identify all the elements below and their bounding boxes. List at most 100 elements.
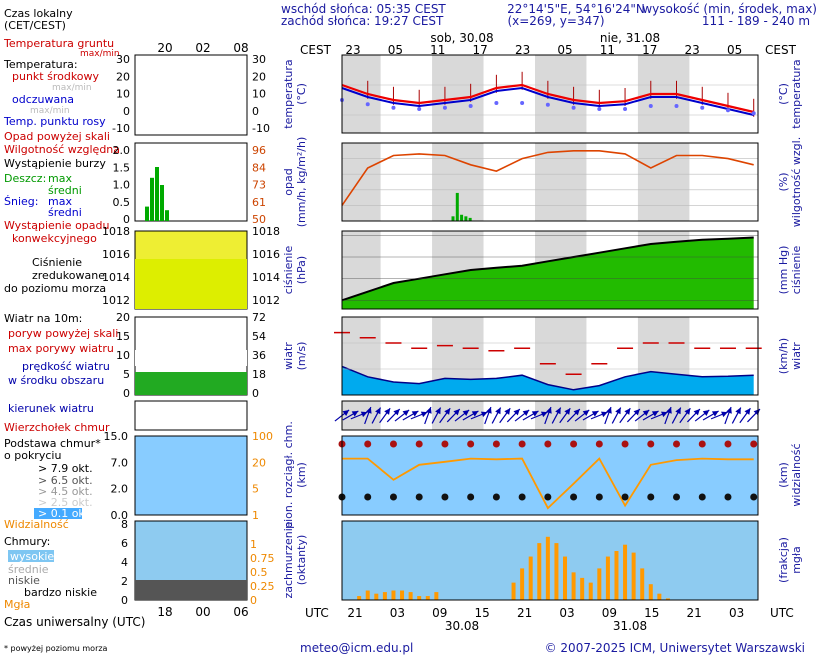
night-band	[342, 143, 381, 221]
legend-low: niskie	[8, 574, 40, 587]
legend-cb-tick-left: 0.0	[111, 509, 129, 522]
wind-arrow	[514, 409, 530, 422]
wind-arrow-head	[375, 407, 381, 415]
clouds-axis-right: mgła	[790, 546, 803, 574]
wind-area	[342, 366, 754, 395]
wind-arrow	[574, 409, 590, 422]
legend-press-tick-left: 1012	[102, 294, 130, 307]
wind-arrow-head	[642, 409, 650, 417]
height-values: 111 - 189 - 240 m	[702, 14, 810, 28]
legend-precip-tick-left: 1.5	[113, 161, 131, 174]
wind-arrow-head	[411, 411, 419, 417]
cloud-top-dot	[492, 440, 500, 448]
wind-arrow-head	[513, 409, 520, 416]
cloud-top-dot	[415, 440, 423, 448]
legend-precip-tick-right: 50	[252, 213, 266, 226]
dew-point	[700, 105, 705, 110]
legend-wind-tick-right: 54	[252, 330, 266, 343]
legend-high-bg	[8, 550, 54, 562]
legend-wind-tick-left: 20	[116, 311, 130, 324]
legend-cl-tick-right: 0	[250, 594, 257, 607]
date-bottom-1: 30.08	[445, 619, 479, 633]
fog-bar	[580, 577, 585, 600]
cest-hour-label: 05	[727, 43, 742, 57]
wind-arrow-head	[661, 411, 668, 418]
wind-arrow-head	[651, 411, 659, 417]
wind-arrow	[634, 409, 650, 422]
legend-panel-3	[134, 400, 248, 431]
fog-bar	[657, 593, 662, 600]
wind-arrow	[350, 411, 368, 420]
dew-point	[520, 101, 525, 105]
legend-cb-tick-right: 5	[252, 483, 259, 496]
temp-axis-left: temperatura	[282, 59, 295, 128]
wind-arrow-head	[360, 411, 368, 418]
dew-point	[545, 102, 550, 107]
cloud-top-dot	[724, 440, 732, 448]
wind-arrow	[484, 406, 492, 425]
wind-arrow	[371, 407, 382, 424]
sunrise-text: wschód słońca: 05:35 CEST	[281, 2, 446, 16]
utc-label-left: UTC	[305, 606, 329, 620]
legend-rain: Deszcz:	[4, 172, 46, 185]
wind-arrow-head	[615, 407, 621, 415]
humidity-line	[341, 150, 754, 206]
wind-arrow-head	[393, 409, 400, 416]
wind-arrow	[619, 407, 631, 424]
fog-bar	[571, 572, 576, 600]
legend-top-hour: 02	[195, 41, 210, 55]
legend-feels: odczuwana	[12, 93, 74, 106]
clouds-axis-left: zachmurzenie	[282, 521, 295, 598]
legend-wind-tick-right: 72	[252, 311, 266, 324]
fog-bar	[640, 568, 645, 600]
wind-arrow-head	[633, 409, 640, 416]
legend-snow-avg: średni	[48, 206, 82, 219]
wind-arrow	[626, 408, 641, 423]
night-band	[534, 317, 587, 395]
legend-rain-max: max	[48, 172, 72, 185]
legend-press-fill	[135, 259, 247, 309]
wind-arrow	[724, 406, 732, 425]
cloud-top-dot	[441, 440, 449, 448]
legend-okt45: > 4.5 okt.	[38, 485, 93, 498]
cloud-top-dot	[595, 440, 603, 448]
fog-bar	[554, 543, 559, 600]
legend-visibility: Widzialność	[4, 518, 69, 531]
wind-arrow	[702, 410, 719, 421]
legend-rain-bar	[155, 167, 159, 221]
panel-frame-5	[341, 435, 759, 516]
fog-bar	[528, 556, 533, 600]
wind-arrow	[544, 406, 552, 425]
cest-hour-label: 23	[345, 43, 360, 57]
wind-arrow-head	[342, 409, 350, 417]
wind-arrow-head	[555, 407, 561, 415]
wind-arrow-head	[591, 411, 599, 417]
pressure-area	[342, 237, 754, 309]
wind-arrow	[650, 411, 668, 420]
wind-arrow-head	[435, 407, 441, 415]
height-title: wysokość (min, środek, max)	[642, 2, 817, 16]
legend-local-time: Czas lokalny	[4, 7, 73, 20]
cloud-base-dot	[570, 493, 578, 501]
legend-cl-tick-left: 6	[121, 537, 128, 550]
grid-text: (x=269, y=347)	[507, 14, 604, 28]
legend-mid: średnie	[8, 563, 49, 576]
fog-bar	[434, 592, 439, 600]
wind-arrow-head	[666, 407, 672, 414]
fog-bar	[425, 596, 430, 600]
night-band	[432, 55, 484, 133]
panel-frame-6	[341, 520, 759, 601]
cloud-base-dot	[673, 493, 681, 501]
wind-arrow-head	[480, 411, 488, 418]
rain-bar	[451, 216, 455, 221]
fog-bar	[417, 596, 422, 600]
legend-storm: Wystąpienie burzy	[4, 157, 106, 170]
clouds-axis-left-unit: (oktanty)	[295, 535, 308, 586]
fog-bar	[545, 536, 550, 600]
legend-cb-tick-right: 20	[252, 456, 266, 469]
fog-bar	[605, 556, 610, 600]
footer-email[interactable]: meteo@icm.edu.pl	[300, 641, 413, 655]
legend-cb-tick-right: 1	[252, 509, 259, 522]
panel-frame-2	[341, 230, 759, 310]
